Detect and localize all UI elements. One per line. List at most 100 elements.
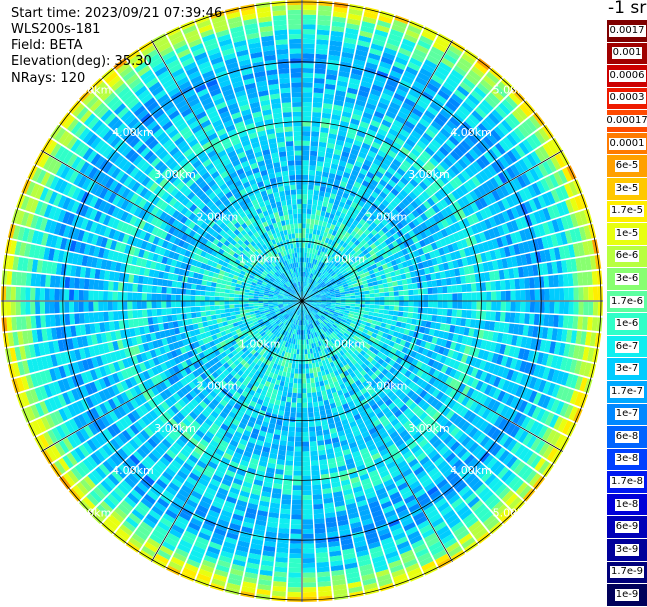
- range-gate-cell: [259, 350, 265, 356]
- range-gate-cell: [212, 532, 225, 541]
- range-gate-cell: [239, 344, 246, 350]
- range-gate-cell: [308, 363, 313, 369]
- range-gate-cell: [302, 504, 313, 510]
- range-gate-cell: [186, 558, 201, 569]
- range-gate-cell: [234, 325, 240, 331]
- range-gate-cell: [149, 349, 157, 358]
- range-gate-cell: [243, 516, 255, 524]
- range-gate-cell: [320, 415, 327, 421]
- range-gate-cell: [133, 374, 142, 385]
- range-gate-cell: [28, 244, 36, 258]
- range-gate-cell: [207, 461, 218, 470]
- range-gate-cell: [416, 492, 429, 503]
- range-gate-cell: [168, 160, 179, 171]
- range-gate-cell: [265, 322, 271, 327]
- range-gate-cell: [311, 387, 317, 393]
- range-gate-cell: [480, 339, 488, 350]
- range-gate-cell: [274, 358, 280, 365]
- range-gate-cell: [393, 500, 405, 510]
- range-gate-cell: [421, 348, 429, 356]
- range-gate-cell: [299, 305, 301, 311]
- range-gate-cell: [1, 286, 7, 301]
- range-gate-cell: [107, 216, 116, 228]
- range-gate-cell: [487, 425, 497, 438]
- range-gate-cell: [45, 233, 54, 247]
- range-gate-cell: [291, 307, 296, 312]
- range-gate-cell: [107, 473, 120, 486]
- range-gate-cell: [188, 522, 201, 532]
- range-gate-cell: [286, 372, 291, 378]
- range-gate-cell: [253, 303, 259, 306]
- range-gate-cell: [247, 266, 253, 272]
- range-gate-cell: [503, 345, 511, 356]
- range-gate-cell: [235, 380, 242, 388]
- range-gate-cell: [267, 344, 273, 350]
- range-gate-cell: [274, 566, 288, 573]
- range-gate-cell: [132, 283, 138, 292]
- range-gate-cell: [405, 437, 415, 446]
- range-gate-cell: [161, 153, 172, 164]
- range-gate-cell: [422, 428, 432, 438]
- range-gate-cell: [120, 500, 134, 512]
- range-gate-cell: [481, 470, 493, 483]
- range-gate-cell: [291, 290, 296, 295]
- range-gate-cell: [347, 335, 353, 341]
- range-gate-cell: [10, 301, 16, 316]
- range-gate-cell: [257, 465, 267, 472]
- range-gate-cell: [89, 323, 96, 334]
- range-gate-cell: [327, 531, 339, 538]
- range-gate-cell: [422, 459, 433, 470]
- range-gate-cell: [262, 374, 269, 381]
- range-gate-cell: [323, 348, 329, 355]
- range-gate-cell: [531, 406, 542, 420]
- range-gate-cell: [248, 249, 254, 256]
- range-gate-cell: [367, 496, 378, 504]
- range-gate-cell: [88, 423, 98, 436]
- range-gate-cell: [300, 310, 302, 316]
- range-gate-cell: [476, 432, 487, 444]
- range-gate-cell: [152, 277, 159, 286]
- range-gate-cell: [57, 209, 66, 223]
- range-gate-cell: [219, 309, 226, 314]
- range-gate-cell: [139, 187, 149, 198]
- range-gate-cell: [153, 463, 164, 475]
- range-gate-cell: [105, 332, 112, 342]
- range-gate-cell: [342, 448, 351, 456]
- range-gate-cell: [143, 441, 154, 452]
- range-gate-cell: [294, 324, 297, 330]
- range-gate-cell: [41, 328, 48, 342]
- range-gate-cell: [294, 446, 302, 452]
- range-gate-cell: [140, 112, 152, 124]
- range-gate-cell: [344, 428, 352, 435]
- range-gate-cell: [389, 430, 399, 440]
- range-gate-cell: [269, 361, 275, 368]
- range-gate-cell: [278, 294, 284, 297]
- range-gate-cell: [16, 393, 26, 408]
- range-gate-cell: [62, 151, 74, 165]
- range-gate-cell: [257, 254, 263, 260]
- range-gate-cell: [268, 457, 277, 464]
- range-gate-cell: [273, 478, 283, 485]
- range-gate-cell: [222, 435, 231, 444]
- range-gate-cell: [239, 438, 248, 446]
- range-gate-cell: [149, 244, 157, 253]
- range-gate-cell: [34, 185, 45, 200]
- range-gate-cell: [445, 376, 454, 386]
- range-gate-cell: [302, 480, 312, 486]
- range-gate-cell: [125, 148, 136, 160]
- range-gate-cell: [332, 441, 341, 449]
- range-gate-cell: [268, 307, 274, 310]
- range-gate-cell: [277, 390, 283, 396]
- range-gate-cell: [265, 531, 277, 538]
- range-gate-cell: [385, 323, 391, 330]
- range-gate-cell: [299, 349, 302, 355]
- range-gate-cell: [273, 336, 279, 342]
- range-gate-cell: [103, 497, 117, 510]
- range-gate-cell: [439, 417, 449, 428]
- range-gate-cell: [248, 437, 257, 444]
- range-gate-cell: [399, 327, 406, 334]
- range-gate-cell: [98, 301, 104, 311]
- range-gate-cell: [107, 514, 121, 527]
- range-gate-cell: [151, 293, 157, 301]
- range-gate-cell: [356, 372, 363, 380]
